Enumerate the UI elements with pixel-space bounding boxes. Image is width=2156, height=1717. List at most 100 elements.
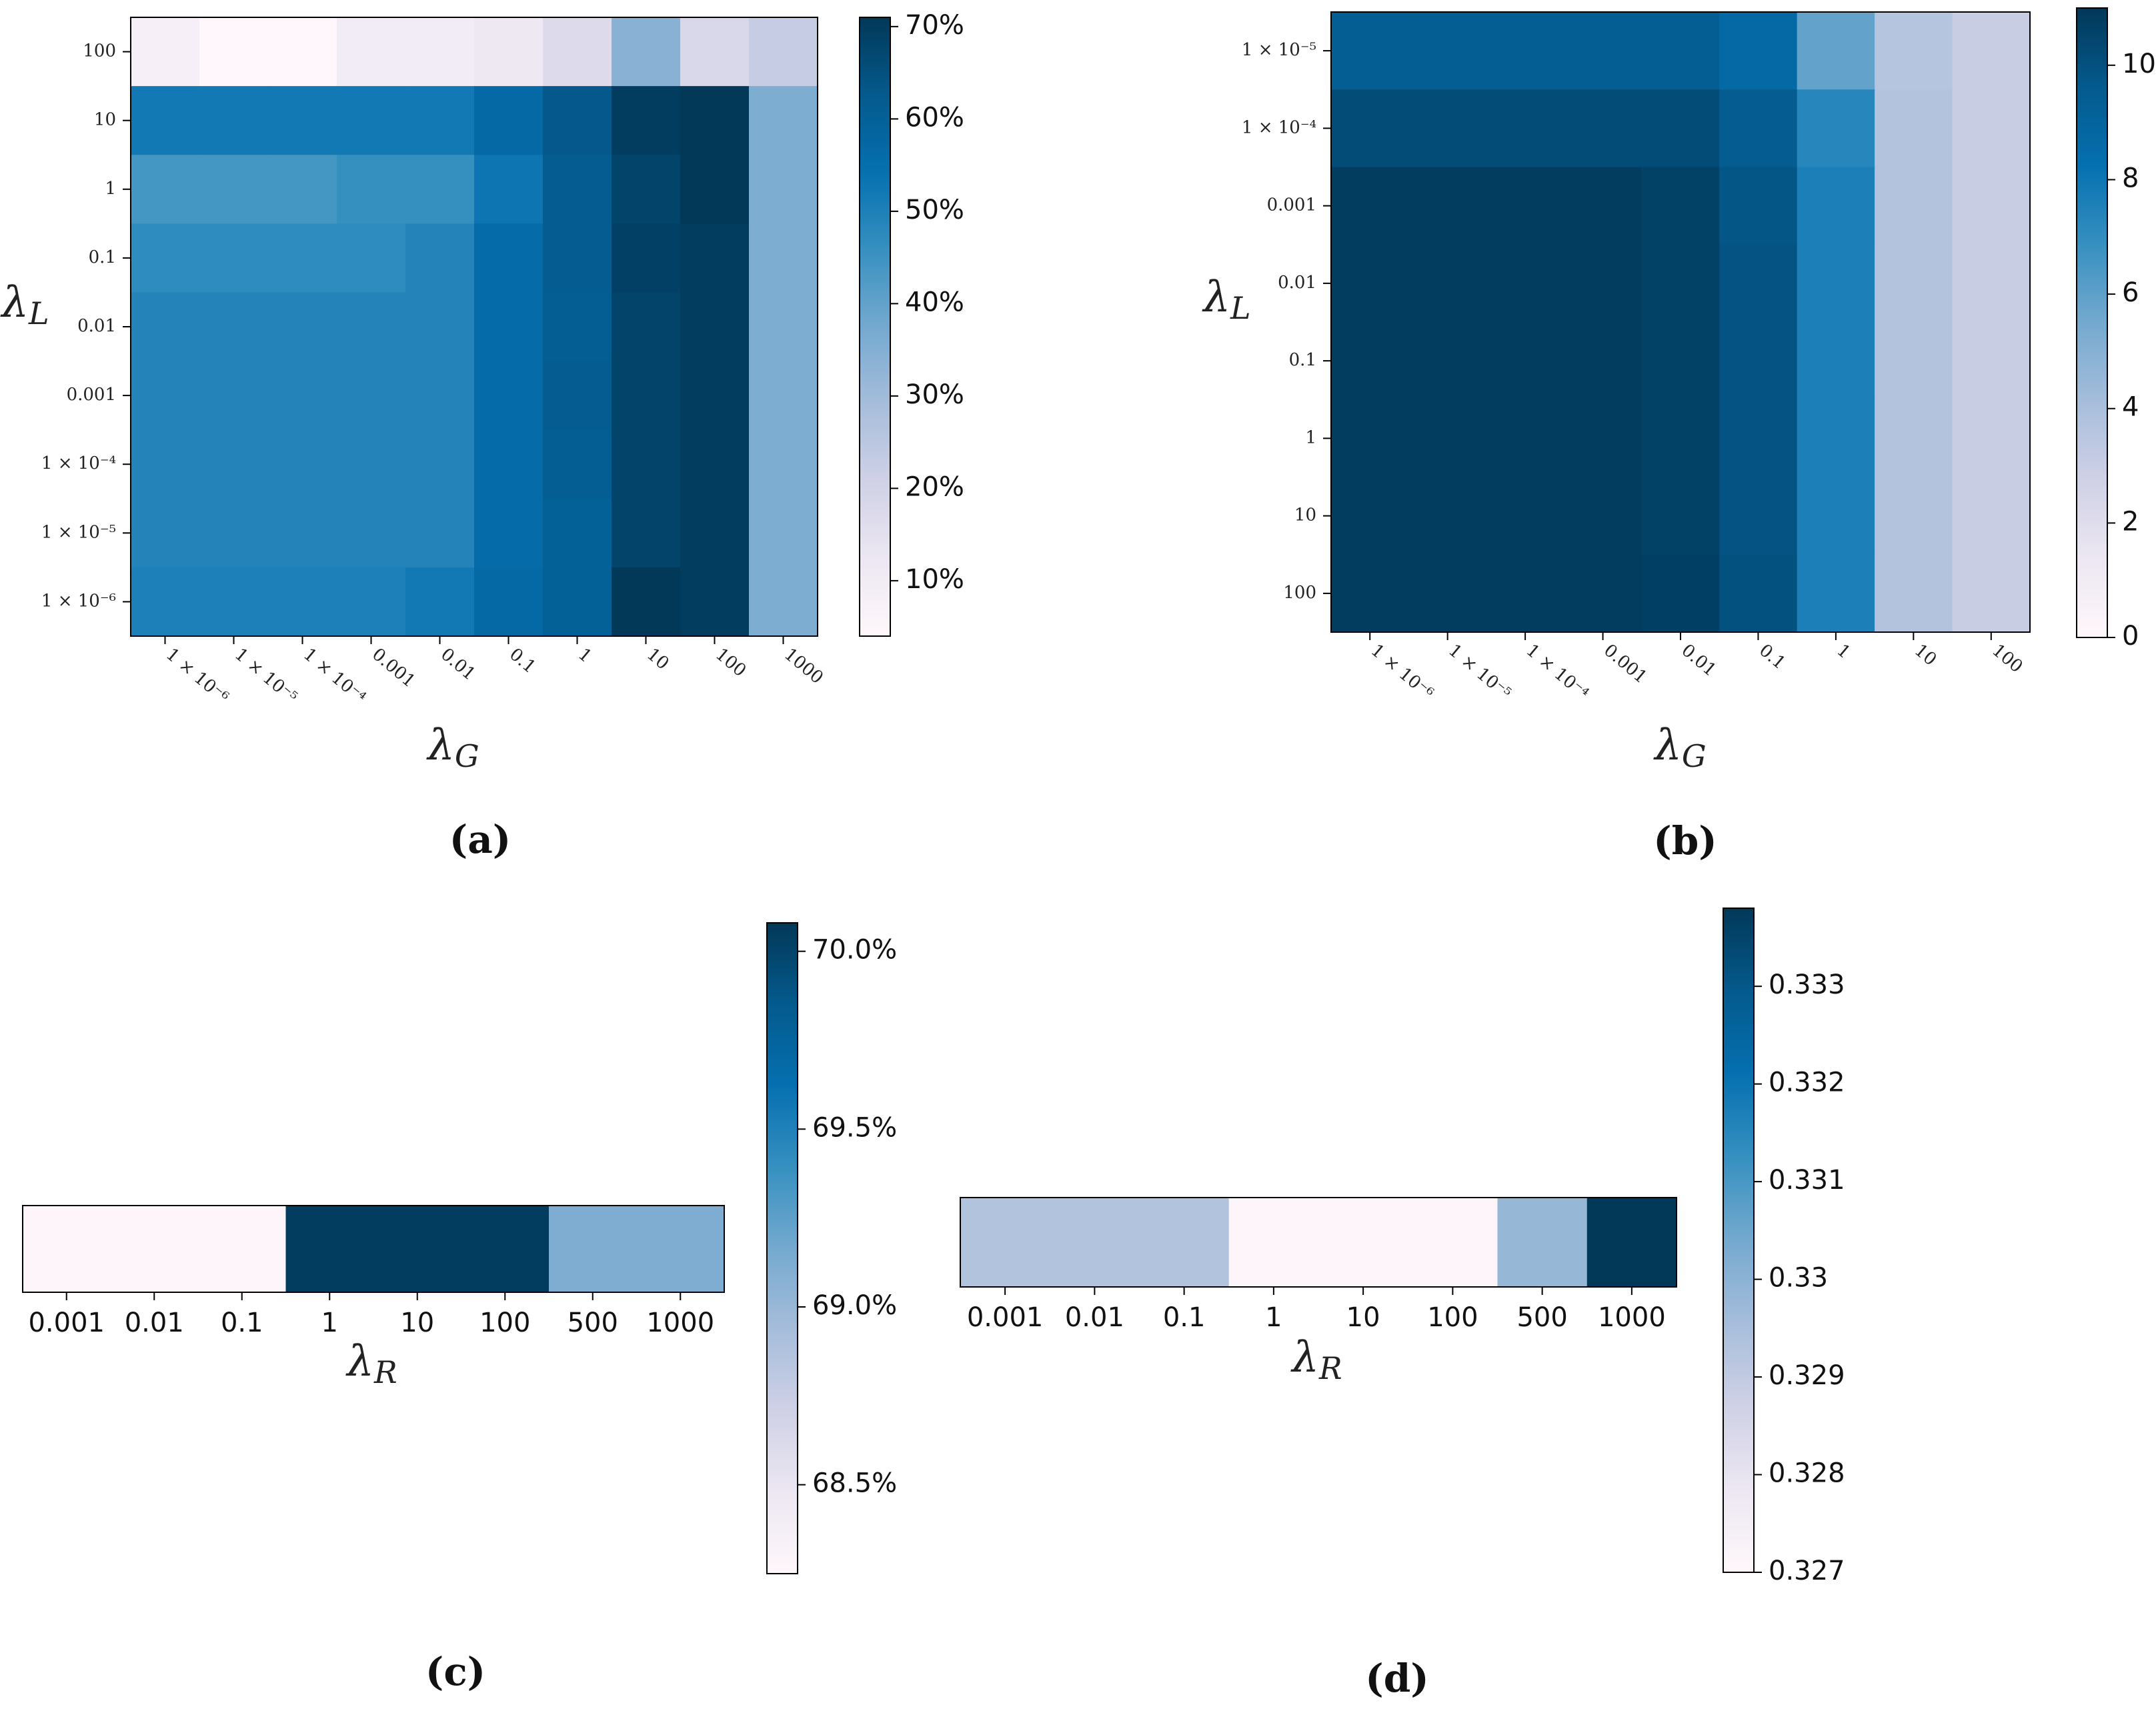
y-tick-label: 100 [1283,583,1316,603]
heatmap-cell [199,223,269,293]
heatmap-cell [1952,12,2031,90]
colorbar-tick-label: 8 [2122,163,2139,193]
heatmap-cell [1564,399,1643,478]
x-tick-label: 1 × 10⁻⁴ [1522,640,1592,703]
x-axis-label: λR [345,1337,397,1391]
x-tick-label: 0.1 [1163,1302,1206,1333]
heatmap-cell [131,292,200,362]
colorbar-tick-label: 10% [905,564,964,595]
heatmap-cell [1875,12,1953,90]
heatmap-cell [543,567,612,637]
heatmap-cell [474,498,544,568]
heatmap-cell [1719,477,1798,555]
heatmap-cell [199,498,269,568]
heatmap-cell [1331,89,1410,168]
heatmap-cell [612,361,681,431]
y-tick-label: 1 [105,179,116,199]
heatmap-cell [1875,244,1953,323]
heatmap-cell [1641,89,1720,168]
heatmap-cell [1486,477,1564,555]
x-tick-label: 0.001 [368,644,419,691]
heatmap-cell [1952,399,2031,478]
heatmap-cell [405,429,475,499]
colorbar-tick-label: 69.0% [812,1290,897,1321]
heatmap-cell [1497,1198,1588,1287]
y-tick-label: 10 [94,110,116,130]
heatmap-cell [612,155,681,224]
heatmap-cell [612,17,681,87]
heatmap-cell [1408,554,1487,633]
x-tick-label: 10 [643,644,673,673]
heatmap-cell [1408,12,1487,90]
heatmap-cell [543,223,612,293]
x-tick-label: 1 × 10⁻⁵ [231,644,301,707]
heatmap-frame [22,1205,725,1293]
colorbar-tick-label: 0.332 [1769,1068,1845,1098]
heatmap-cell [268,361,337,431]
heatmap-cell [131,567,200,637]
x-tick-label: 1 × 10⁻⁶ [1367,640,1437,703]
x-tick-label: 0.1 [505,644,540,677]
heatmap-cell [199,292,269,362]
heatmap-cell [543,361,612,431]
heatmap-cell [1719,167,1798,245]
heatmap-cell [474,429,544,499]
heatmap-cell [1228,1198,1319,1287]
heatmap-cell [612,86,681,155]
heatmap-cell [680,361,750,431]
x-tick-label: 10 [400,1308,434,1338]
heatmap-cell [1318,1198,1408,1287]
heatmap-cell [1408,322,1487,400]
heatmap-cell [110,1206,199,1292]
heatmap-cell [337,292,406,362]
heatmap-cell [1641,244,1720,323]
heatmap-cell [749,17,818,87]
panel-caption: (a) [449,817,511,862]
heatmap-cell [131,361,200,431]
heatmap-cell [1408,244,1487,323]
heatmap-cell [131,223,200,293]
heatmap-cell [1719,244,1798,323]
heatmap-cell [1408,399,1487,478]
y-tick-label: 1 × 10⁻⁶ [41,591,116,611]
heatmap-cell [131,155,200,224]
y-tick-label: 1 [1305,427,1316,447]
x-tick-label: 0.1 [1755,640,1789,673]
heatmap-cell [1139,1198,1230,1287]
colorbar-tick-label: 70.0% [812,935,897,966]
x-tick-label: 10 [1911,640,1941,669]
x-tick-label: 0.001 [967,1302,1044,1333]
heatmap-cell [1331,554,1410,633]
heatmap-cell [474,223,544,293]
heatmap-cell [1564,89,1643,168]
heatmap-cell [1641,399,1720,478]
panel-caption: (d) [1365,1656,1428,1701]
heatmap-cell [749,155,818,224]
x-tick-label: 1 [1265,1302,1282,1333]
colorbar-tick-label: 6 [2122,277,2139,308]
panel-caption: (c) [425,1649,485,1694]
heatmap-cell [405,86,475,155]
panel-caption: (b) [1653,818,1717,864]
colorbar-tick-label: 4 [2122,392,2139,423]
heatmap-cell [268,498,337,568]
heatmap-cell [749,86,818,155]
panel-d: 0.001 0.01 0.1 1 10 100 500 1000 λR 0.327 0.328 0.3… [960,908,1845,1701]
heatmap-cell [1331,477,1410,555]
heatmap-cell [680,567,750,637]
y-tick-label: 0.1 [89,247,116,267]
heatmap-cell [543,429,612,499]
heatmap-cell [1719,399,1798,478]
heatmap-cell [268,567,337,637]
colorbar-tick-label: 2 [2122,506,2139,537]
heatmap-cell [1797,244,1875,323]
x-tick-label: 0.01 [1678,640,1721,680]
heatmap-cell [474,567,544,637]
heatmap-cell [1719,12,1798,90]
y-tick-label: 1 × 10⁻⁴ [1242,117,1316,137]
heatmap-cell [1797,12,1875,90]
heatmap-cell [1719,554,1798,633]
heatmap-frame [960,1197,1677,1288]
heatmap-cell [1952,244,2031,323]
x-tick-label: 1 × 10⁻⁶ [162,644,232,707]
